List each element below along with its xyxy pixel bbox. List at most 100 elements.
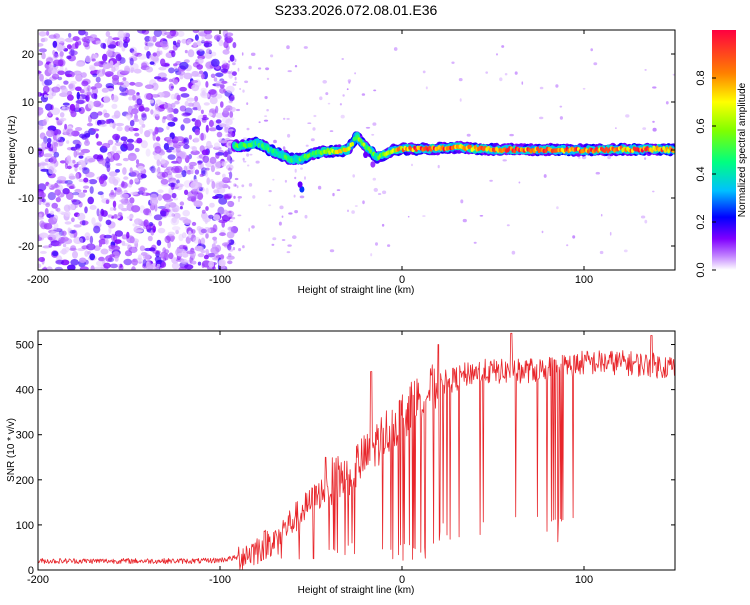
snr-frame — [37, 330, 676, 571]
noise-blob — [201, 36, 205, 43]
noise-blob — [73, 150, 78, 158]
noise-blob — [107, 139, 114, 146]
noise-blob — [166, 125, 170, 130]
noise-blob — [83, 40, 90, 48]
noise-blob — [186, 97, 195, 102]
noise-blob — [163, 198, 173, 202]
noise-blob — [200, 250, 206, 254]
noise-speckle — [228, 63, 231, 67]
noise-blob — [92, 40, 96, 45]
colorbar-ticks: 0.0 0.2 0.4 0.6 0.8 — [695, 70, 716, 278]
noise-speckle — [332, 192, 335, 197]
noise-speckle — [352, 174, 356, 178]
noise-speckle — [233, 195, 236, 199]
noise-blob — [197, 192, 204, 201]
noise-speckle — [272, 237, 277, 241]
noise-speckle — [244, 80, 249, 84]
noise-speckle — [228, 148, 231, 151]
noise-blob — [113, 207, 117, 211]
noise-blob — [200, 87, 207, 94]
noise-blob — [52, 59, 62, 67]
noise-speckle — [248, 65, 252, 70]
colorbar-tick-label: 0.0 — [695, 262, 707, 277]
noise-blob — [111, 94, 119, 103]
noise-blob — [232, 42, 237, 49]
noise-blob — [67, 227, 71, 233]
noise-speckle — [242, 245, 245, 249]
noise-blob — [75, 103, 80, 111]
noise-blob — [120, 181, 128, 189]
spectrogram-x-ticks: -200 -100 0 100 — [27, 30, 593, 286]
noise-blob — [192, 30, 200, 34]
noise-blob — [213, 34, 222, 41]
colorbar-tick-label: 0.6 — [695, 118, 707, 133]
noise-speckle — [489, 179, 493, 182]
x-tick-label: -200 — [27, 574, 49, 586]
noise-blob — [150, 165, 156, 174]
noise-blob — [38, 213, 42, 218]
noise-blob — [79, 133, 86, 139]
noise-blob — [82, 167, 88, 171]
noise-speckle — [595, 171, 600, 175]
noise-blob — [203, 42, 213, 48]
snr-y-ticks: 0 100 200 300 400 500 — [16, 340, 675, 577]
noise-blob — [152, 250, 161, 254]
noise-speckle — [237, 214, 242, 217]
noise-blob — [39, 220, 45, 228]
noise-blob — [79, 266, 89, 270]
noise-blob — [152, 52, 157, 57]
noise-blob — [155, 260, 163, 264]
noise-blob — [150, 109, 154, 115]
noise-blob — [68, 50, 78, 56]
noise-blob — [96, 260, 104, 267]
noise-blob — [98, 160, 105, 165]
noise-blob — [55, 259, 64, 265]
noise-blob — [181, 232, 187, 239]
noise-blob — [122, 167, 127, 175]
noise-blob — [48, 34, 57, 39]
snr-x-ticks: -200 -100 0 100 — [27, 331, 593, 586]
noise-blob — [40, 192, 46, 199]
noise-blob — [109, 122, 114, 128]
noise-blob — [105, 199, 110, 204]
noise-speckle — [462, 218, 467, 223]
noise-blob — [123, 32, 130, 38]
noise-blob — [178, 233, 184, 242]
y-tick-label: 10 — [22, 97, 34, 109]
noise-blob — [193, 137, 200, 143]
noise-blob — [105, 31, 111, 37]
noise-speckle — [572, 235, 576, 239]
noise-blob — [171, 165, 180, 174]
noise-blob — [149, 99, 155, 104]
noise-blob — [209, 202, 215, 208]
noise-speckle — [246, 102, 249, 105]
noise-blob — [195, 48, 205, 52]
noise-blob — [211, 181, 216, 189]
noise-blob — [157, 189, 164, 194]
noise-speckle — [246, 127, 250, 131]
noise-speckle — [458, 78, 463, 82]
noise-blob — [94, 266, 104, 270]
noise-speckle — [281, 215, 284, 218]
noise-blob — [51, 91, 56, 97]
track-outlier — [363, 151, 369, 158]
noise-blob — [45, 115, 49, 123]
noise-blob — [175, 229, 179, 235]
noise-speckle — [354, 72, 356, 75]
colorbar-label: Normalized spectral amplitude — [737, 82, 748, 217]
y-tick-label: 300 — [16, 430, 34, 442]
noise-blob — [48, 148, 53, 152]
noise-blob — [132, 118, 140, 123]
colorbar-tick-label: 0.4 — [695, 166, 707, 181]
noise-blob — [194, 95, 199, 102]
noise-blob — [114, 239, 122, 245]
noise-blob — [127, 152, 137, 162]
noise-blob — [189, 164, 194, 170]
noise-blob — [183, 72, 193, 80]
noise-speckle — [317, 185, 322, 190]
noise-blob — [62, 102, 70, 106]
noise-blob — [38, 60, 44, 67]
noise-blob — [72, 192, 80, 196]
noise-blob — [158, 66, 167, 71]
noise-blob — [184, 49, 188, 54]
